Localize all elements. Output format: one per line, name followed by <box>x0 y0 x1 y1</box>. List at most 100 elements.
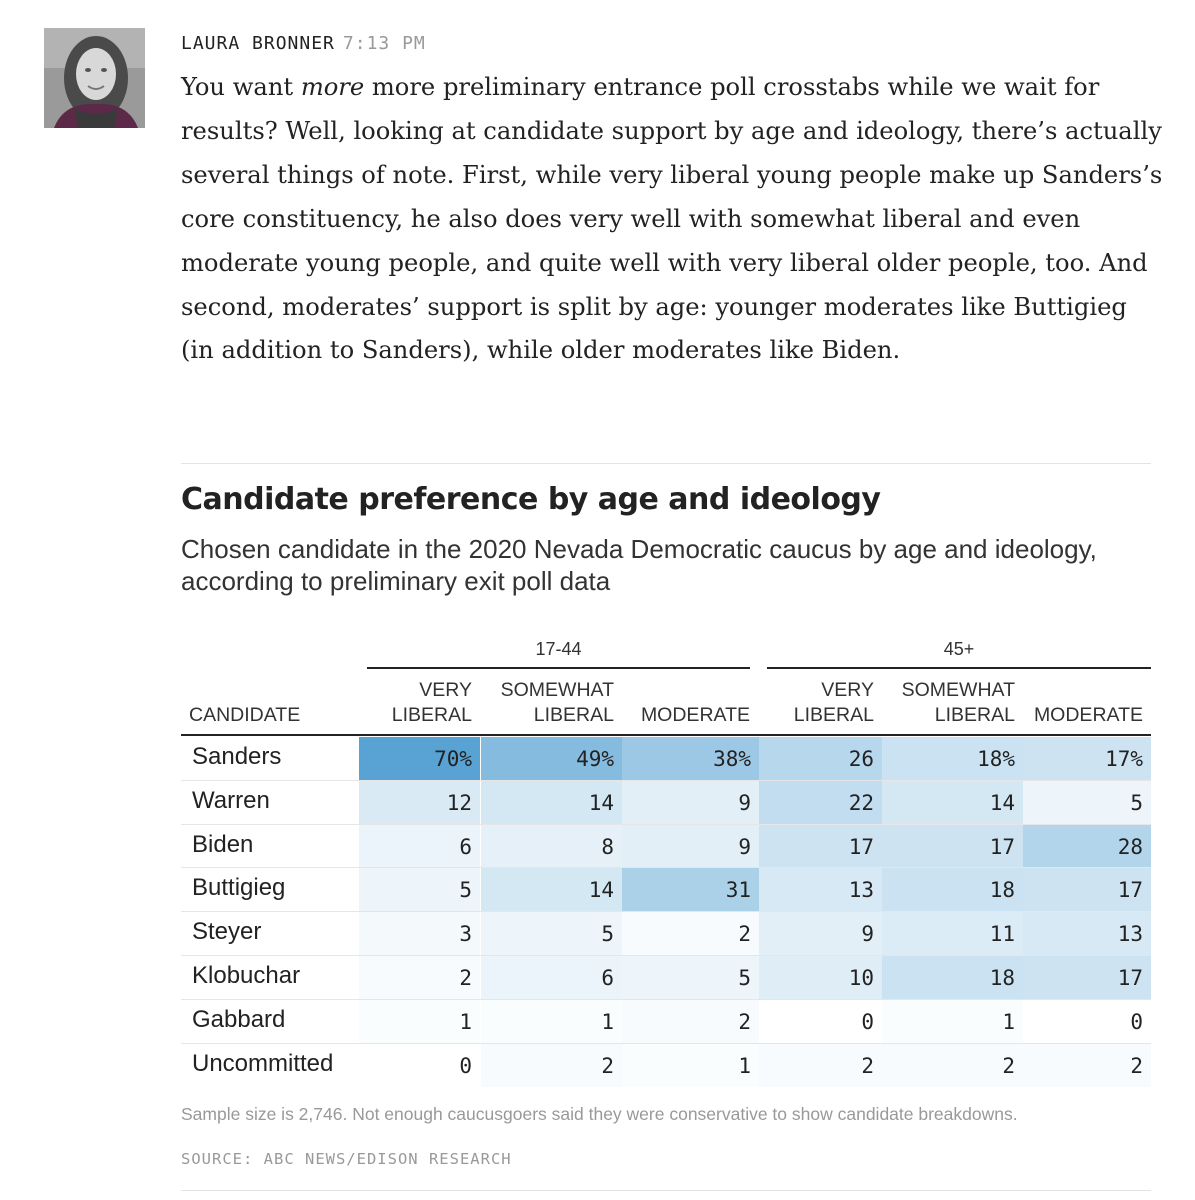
table-cell: 22 <box>759 780 882 824</box>
table-cell: 5 <box>481 912 622 956</box>
row-separator <box>181 998 1151 1000</box>
row-separator <box>181 779 1151 781</box>
column-header: MODERATE <box>1023 678 1143 728</box>
table-cell: 12 <box>359 780 480 824</box>
column-header-line: SOMEWHAT <box>901 679 1015 701</box>
column-header: SOMEWHAT LIBERAL <box>882 678 1015 728</box>
table-cell: 5 <box>1023 780 1151 824</box>
table-cell: 2 <box>481 1043 622 1087</box>
row-separator <box>181 955 1151 956</box>
table-cell: 18 <box>882 956 1023 999</box>
group-rule <box>767 667 1151 669</box>
column-header: VERY LIBERAL <box>359 678 472 728</box>
table-cell: 1 <box>481 999 622 1043</box>
table-cell: 0 <box>359 1043 480 1087</box>
post-paragraph: You want more more preliminary entrance … <box>181 66 1166 373</box>
row-separator <box>181 911 1151 913</box>
table-cell: 2 <box>759 1043 882 1087</box>
column-header-line: VERY <box>821 679 874 701</box>
author-avatar <box>44 28 145 128</box>
table-cell: 2 <box>359 956 480 999</box>
chart-subtitle: Chosen candidate in the 2020 Nevada Demo… <box>181 534 1097 596</box>
group-label-17-44: 17-44 <box>535 639 582 659</box>
row-separator <box>181 867 1151 869</box>
post-time: 7:13 PM <box>342 33 426 54</box>
post-byline: LAURA BRONNER 7:13 PM <box>181 33 426 54</box>
table-cell: 31 <box>622 868 759 912</box>
table-row: Warren 12 14 9 22 14 5 <box>181 780 1151 824</box>
table-cell: 13 <box>759 868 882 912</box>
table-cell: 2 <box>622 999 759 1043</box>
chart-title: Candidate preference by age and ideology <box>181 482 881 517</box>
table-cell: 10 <box>759 956 882 999</box>
table-cell: 5 <box>622 956 759 999</box>
table-cell: 11 <box>882 912 1023 956</box>
column-header: VERY LIBERAL <box>759 678 874 728</box>
table-cell: 18 <box>882 868 1023 912</box>
table-header-rule <box>181 734 1151 736</box>
table-row: Buttigieg 5 14 31 13 18 17 <box>181 868 1151 912</box>
table-cell: 38% <box>622 737 759 780</box>
candidate-name: Warren <box>192 786 270 814</box>
column-header-line: LIBERAL <box>391 704 472 726</box>
column-header-line <box>1023 678 1143 703</box>
column-header-line: MODERATE <box>640 704 750 726</box>
column-header-line: LIBERAL <box>533 704 614 726</box>
table-row: Steyer 3 5 2 9 11 13 <box>181 912 1151 956</box>
table-cell: 2 <box>622 912 759 956</box>
post-text-part: more preliminary entrance poll crosstabs… <box>181 73 1163 365</box>
candidate-name: Klobuchar <box>192 962 301 989</box>
table-cell: 17% <box>1023 737 1151 780</box>
table-cell: 26 <box>759 737 882 780</box>
table-row: Gabbard 1 1 2 0 1 0 <box>181 999 1151 1043</box>
table-cell: 17 <box>882 824 1023 868</box>
column-header-line: SOMEWHAT <box>500 679 614 701</box>
table-cell: 17 <box>1023 868 1151 912</box>
group-rule <box>367 667 750 669</box>
column-header-line <box>622 678 750 703</box>
table-cell: 17 <box>759 824 882 868</box>
table-cell: 1 <box>882 999 1023 1043</box>
table-row: Klobuchar 2 6 5 10 18 17 <box>181 956 1151 999</box>
group-label-45-plus: 45+ <box>943 639 975 659</box>
table-row: Uncommitted 0 2 1 2 2 2 <box>181 1043 1151 1087</box>
post-body: You want more more preliminary entrance … <box>181 66 1166 373</box>
table-cell: 3 <box>359 912 480 956</box>
table-cell: 1 <box>622 1043 759 1087</box>
column-header-candidate: CANDIDATE <box>189 704 301 726</box>
table-cell: 14 <box>481 780 622 824</box>
table-cell: 2 <box>1023 1043 1151 1087</box>
author-name: LAURA BRONNER <box>181 33 335 54</box>
table-cell: 17 <box>1023 956 1151 999</box>
table-cell: 0 <box>759 999 882 1043</box>
table-cell: 8 <box>481 824 622 868</box>
table-cell: 49% <box>481 737 622 780</box>
table-cell: 14 <box>882 780 1023 824</box>
table-cell: 70% <box>359 737 480 780</box>
table-cell: 9 <box>622 824 759 868</box>
table-cell: 13 <box>1023 912 1151 956</box>
table-cell: 18% <box>882 737 1023 780</box>
divider <box>181 463 1151 464</box>
column-header-line: LIBERAL <box>793 704 874 726</box>
candidate-name: Uncommitted <box>192 1049 334 1077</box>
table-row: Sanders 70% 49% 38% 26 18% 17% <box>181 737 1151 780</box>
divider <box>181 1190 1151 1191</box>
candidate-name: Sanders <box>192 743 282 770</box>
table-cell: 6 <box>481 956 622 999</box>
table-cell: 28 <box>1023 824 1151 868</box>
table-cell: 6 <box>359 824 480 868</box>
table-cell: 1 <box>359 999 480 1043</box>
post-text-emphasis: more <box>300 73 365 101</box>
table-cell: 9 <box>622 780 759 824</box>
table-row: Biden 6 8 9 17 17 28 <box>181 824 1151 868</box>
table-cell: 9 <box>759 912 882 956</box>
row-separator <box>181 1042 1151 1044</box>
candidate-name: Biden <box>192 830 254 858</box>
table-cell: 0 <box>1023 999 1151 1043</box>
chart-note: Sample size is 2,746. Not enough caucusg… <box>181 1104 1018 1124</box>
table-cell: 5 <box>359 868 480 912</box>
column-header-line: MODERATE <box>1033 704 1143 726</box>
post-text-part: You want <box>181 73 301 101</box>
candidate-name: Gabbard <box>192 1005 286 1033</box>
